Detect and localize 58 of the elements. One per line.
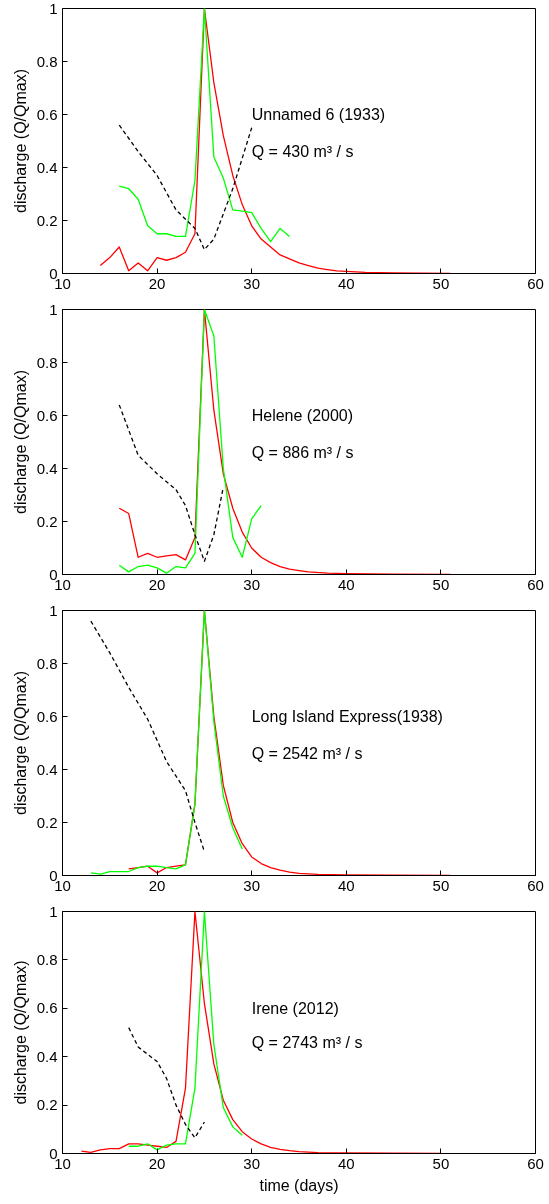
annotation: Q = 2743 m³ / s — [251, 1033, 363, 1051]
x-tick-label: 30 — [243, 876, 261, 894]
x-tick-label: 40 — [337, 575, 355, 593]
annotation: Helene (2000) — [251, 407, 354, 424]
annotation: Q = 886 m³ / s — [251, 444, 354, 462]
x-axis-title: time (days) — [259, 1176, 339, 1194]
y-tick-label: 0.6 — [36, 406, 58, 424]
y-tick-label: 1 — [49, 601, 58, 619]
annotation: Q = 2542 m³ / s — [251, 745, 363, 763]
line-series — [128, 911, 243, 1151]
y-tick-label: 0.4 — [36, 760, 58, 778]
x-tick-label: 50 — [432, 274, 450, 292]
x-tick-label: 20 — [148, 575, 166, 593]
x-tick-label: 40 — [337, 876, 355, 894]
x-tick-label: 50 — [432, 876, 450, 894]
y-tick-label: 0.6 — [36, 999, 58, 1017]
x-tick-label: 40 — [337, 274, 355, 292]
y-axis-title: discharge (Q/Qmax) — [11, 960, 29, 1105]
line-series — [90, 610, 243, 875]
line-series — [118, 404, 224, 562]
line-series — [128, 1027, 206, 1139]
x-tick-label: 30 — [243, 1154, 261, 1172]
x-tick-label: 60 — [527, 1154, 544, 1172]
y-tick-label: 0.2 — [36, 813, 58, 831]
y-tick-label: 1 — [49, 902, 58, 920]
y-tick-label: 1 — [49, 300, 58, 318]
annotation: Unnamed 6 (1933) — [251, 106, 386, 123]
y-tick-label: 0.8 — [36, 52, 58, 70]
x-tick-label: 60 — [527, 575, 544, 593]
x-tick-label: 60 — [527, 876, 544, 894]
y-tick-label: 0.8 — [36, 950, 58, 968]
x-tick-label: 50 — [432, 575, 450, 593]
annotation: Q = 430 m³ / s — [251, 143, 354, 161]
x-tick-label: 20 — [148, 1154, 166, 1172]
x-tick-label: 50 — [432, 1154, 450, 1172]
y-tick-label: 0.2 — [36, 1096, 58, 1114]
annotation: Long Island Express(1938) — [251, 708, 443, 725]
y-tick-label: 0.6 — [36, 707, 58, 725]
y-tick-label: 0.2 — [36, 211, 58, 229]
y-tick-label: 0.4 — [36, 1047, 58, 1065]
y-axis-title: discharge (Q/Qmax) — [11, 68, 29, 214]
x-tick-label: 30 — [243, 274, 261, 292]
y-tick-label: 0.4 — [36, 158, 58, 176]
annotation: Irene (2012) — [251, 999, 339, 1017]
y-tick-label: 0.8 — [36, 353, 58, 371]
x-tick-label: 60 — [527, 274, 544, 292]
x-tick-label: 30 — [243, 575, 261, 593]
y-tick-label: 0.6 — [36, 105, 58, 123]
y-tick-label: 1 — [49, 0, 58, 17]
y-axis-title: discharge (Q/Qmax) — [11, 369, 29, 515]
y-tick-label: 0.2 — [36, 512, 58, 530]
y-tick-label: 0.4 — [36, 459, 58, 477]
x-tick-label: 20 — [148, 274, 166, 292]
y-tick-label: 0.8 — [36, 654, 58, 672]
y-axis-title: discharge (Q/Qmax) — [11, 670, 29, 816]
x-tick-label: 20 — [148, 876, 166, 894]
x-tick-label: 40 — [337, 1154, 355, 1172]
line-series — [118, 124, 253, 251]
